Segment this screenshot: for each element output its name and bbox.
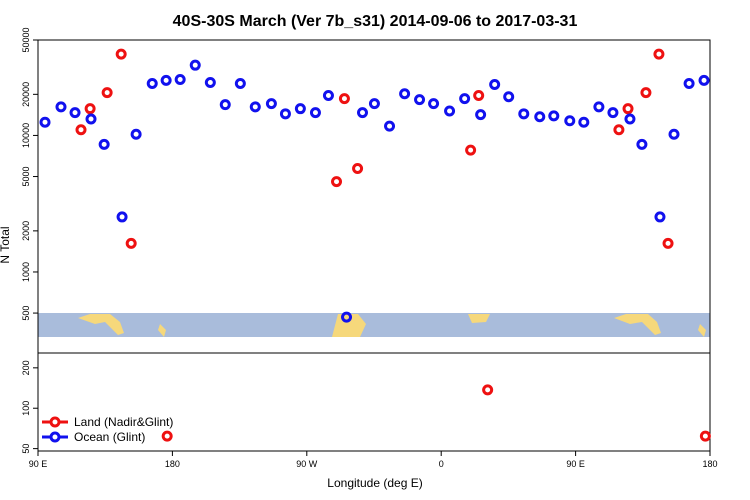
legend-marker-land: [49, 416, 61, 428]
data-point: [189, 59, 201, 71]
data-point: [204, 77, 216, 89]
data-point: [489, 79, 501, 91]
data-point: [161, 430, 173, 442]
data-point: [338, 93, 350, 105]
data-point: [482, 384, 494, 396]
data-point: [160, 74, 172, 86]
data-point: [69, 107, 81, 119]
data-point: [146, 78, 158, 90]
y-tick-label: 10000: [21, 123, 31, 148]
x-tick-label: 90 W: [296, 459, 318, 469]
data-point: [662, 237, 674, 249]
data-point: [607, 107, 619, 119]
data-point: [265, 98, 277, 110]
data-point: [234, 78, 246, 90]
data-point: [624, 113, 636, 125]
data-point: [55, 101, 67, 113]
data-point: [518, 108, 530, 120]
data-point: [84, 103, 96, 115]
data-point: [341, 311, 353, 323]
data-point: [503, 91, 515, 103]
data-point: [444, 105, 456, 117]
legend-marker-ocean: [49, 431, 61, 443]
data-point: [564, 115, 576, 127]
data-point: [309, 107, 321, 119]
data-point: [459, 93, 471, 105]
data-point: [699, 430, 711, 442]
data-point: [85, 113, 97, 125]
x-tick-label: 90 E: [29, 459, 48, 469]
data-point: [352, 162, 364, 174]
data-point: [534, 111, 546, 123]
data-point: [636, 138, 648, 150]
data-point: [368, 98, 380, 110]
data-point: [279, 108, 291, 120]
data-point: [331, 176, 343, 188]
data-point: [668, 128, 680, 140]
y-tick-label: 100: [21, 401, 31, 416]
x-tick-label: 180: [165, 459, 180, 469]
data-point: [39, 116, 51, 128]
data-point: [698, 74, 710, 86]
data-point: [125, 237, 137, 249]
data-point: [622, 103, 634, 115]
data-point: [465, 144, 477, 156]
data-point: [115, 48, 127, 60]
y-axis-label: N Total: [0, 226, 12, 263]
data-point: [613, 124, 625, 136]
x-tick-label: 0: [439, 459, 444, 469]
legend-label: Land (Nadir&Glint): [74, 415, 173, 429]
y-tick-label: 50000: [21, 27, 31, 52]
data-point: [414, 94, 426, 106]
x-tick-label: 90 E: [566, 459, 585, 469]
x-axis-label: Longitude (deg E): [327, 476, 422, 490]
y-tick-label: 5000: [21, 167, 31, 187]
data-point: [654, 211, 666, 223]
data-point: [653, 48, 665, 60]
data-point: [322, 90, 334, 102]
data-point: [116, 211, 128, 223]
legend-label: Ocean (Glint): [74, 430, 145, 444]
data-point: [75, 124, 87, 136]
data-point: [174, 73, 186, 85]
data-point: [640, 87, 652, 99]
data-point: [249, 101, 261, 113]
y-tick-label: 20000: [21, 82, 31, 107]
legend: Land (Nadir&Glint) Ocean (Glint): [42, 415, 173, 444]
data-point: [578, 116, 590, 128]
y-tick-label: 2000: [21, 221, 31, 241]
data-point: [101, 87, 113, 99]
data-point: [130, 128, 142, 140]
data-point: [357, 107, 369, 119]
y-tick-label: 500: [21, 306, 31, 321]
data-point: [548, 110, 560, 122]
y-tick-label: 1000: [21, 262, 31, 282]
data-point: [473, 90, 485, 102]
data-point: [219, 99, 231, 111]
y-tick-label: 50: [21, 444, 31, 454]
x-tick-label: 180: [702, 459, 717, 469]
plot-frame: [37, 39, 711, 452]
data-point: [428, 98, 440, 110]
y-tick-label: 200: [21, 360, 31, 375]
data-point: [475, 109, 487, 121]
data-point: [399, 88, 411, 100]
data-point: [294, 103, 306, 115]
chart-title: 40S-30S March (Ver 7b_s31) 2014-09-06 to…: [173, 13, 578, 30]
data-point: [384, 120, 396, 132]
data-point: [683, 78, 695, 90]
data-point: [593, 101, 605, 113]
data-point: [98, 138, 110, 150]
map-strip: [38, 313, 710, 337]
